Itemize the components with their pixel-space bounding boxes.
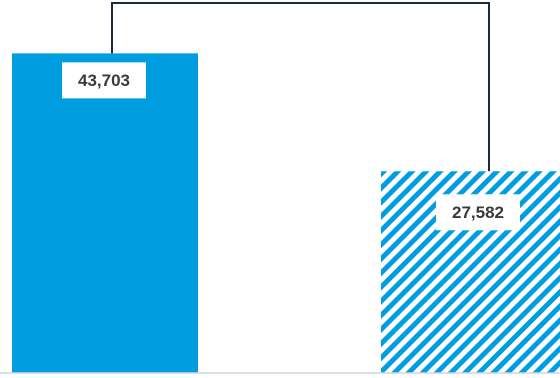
bar-value-label: 43,703 [78,71,130,90]
bar [12,53,198,373]
bar-value-label-bg [62,62,146,99]
bar-value-label: 27,582 [452,203,504,222]
bar-value-label-bg [436,194,520,231]
comparison-connector [111,2,490,172]
labels-group: 43,703 27,582 [62,62,520,231]
